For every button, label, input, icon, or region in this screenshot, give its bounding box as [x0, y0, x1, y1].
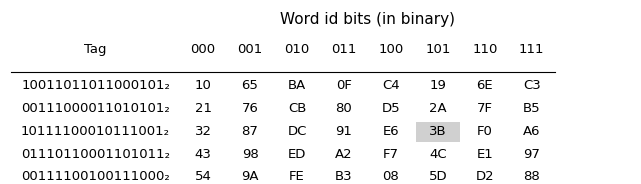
Text: C3: C3	[523, 79, 540, 92]
Text: 08: 08	[383, 170, 399, 183]
Text: A2: A2	[335, 148, 353, 161]
Text: 3B: 3B	[429, 125, 447, 138]
Text: 010: 010	[285, 43, 310, 56]
Text: 4C: 4C	[429, 148, 447, 161]
Text: 10011011011000101₂: 10011011011000101₂	[21, 79, 170, 92]
Text: B5: B5	[523, 102, 540, 115]
Text: Word id bits (in binary): Word id bits (in binary)	[280, 12, 455, 27]
Text: 00111000011010101₂: 00111000011010101₂	[21, 102, 170, 115]
Text: 100: 100	[378, 43, 403, 56]
Text: 101: 101	[425, 43, 451, 56]
Text: 88: 88	[523, 170, 540, 183]
Text: 0F: 0F	[336, 79, 352, 92]
Text: ED: ED	[288, 148, 306, 161]
Text: 97: 97	[523, 148, 540, 161]
Text: 91: 91	[335, 125, 353, 138]
Text: D5: D5	[381, 102, 400, 115]
Text: Tag: Tag	[84, 43, 107, 56]
Text: 7F: 7F	[477, 102, 493, 115]
Bar	[415, 121, 460, 142]
Text: E1: E1	[476, 148, 493, 161]
Text: C4: C4	[382, 79, 400, 92]
Text: BA: BA	[288, 79, 306, 92]
Text: A6: A6	[523, 125, 540, 138]
Text: 111: 111	[519, 43, 544, 56]
Text: CB: CB	[288, 102, 306, 115]
Text: 32: 32	[195, 125, 212, 138]
Text: 2A: 2A	[429, 102, 447, 115]
Text: 001: 001	[237, 43, 263, 56]
Text: 9A: 9A	[241, 170, 259, 183]
Text: 01110110001101011₂: 01110110001101011₂	[21, 148, 170, 161]
Text: 21: 21	[195, 102, 212, 115]
Text: DC: DC	[287, 125, 306, 138]
Text: 76: 76	[242, 102, 258, 115]
Text: 43: 43	[195, 148, 212, 161]
Text: 65: 65	[242, 79, 258, 92]
Text: 19: 19	[429, 79, 446, 92]
Text: 10111100010111001₂: 10111100010111001₂	[21, 125, 170, 138]
Text: F0: F0	[477, 125, 493, 138]
Text: F7: F7	[383, 148, 399, 161]
Text: E6: E6	[383, 125, 399, 138]
Text: 6E: 6E	[476, 79, 493, 92]
Text: 54: 54	[195, 170, 212, 183]
Text: B3: B3	[335, 170, 353, 183]
Text: 98: 98	[242, 148, 258, 161]
Text: 011: 011	[331, 43, 356, 56]
Text: 10: 10	[195, 79, 212, 92]
Text: 000: 000	[190, 43, 215, 56]
Text: 80: 80	[335, 102, 353, 115]
Text: 5D: 5D	[429, 170, 447, 183]
Text: 110: 110	[472, 43, 497, 56]
Text: FE: FE	[289, 170, 305, 183]
Text: 87: 87	[242, 125, 258, 138]
Text: D2: D2	[476, 170, 494, 183]
Text: 00111100100111000₂: 00111100100111000₂	[21, 170, 170, 183]
